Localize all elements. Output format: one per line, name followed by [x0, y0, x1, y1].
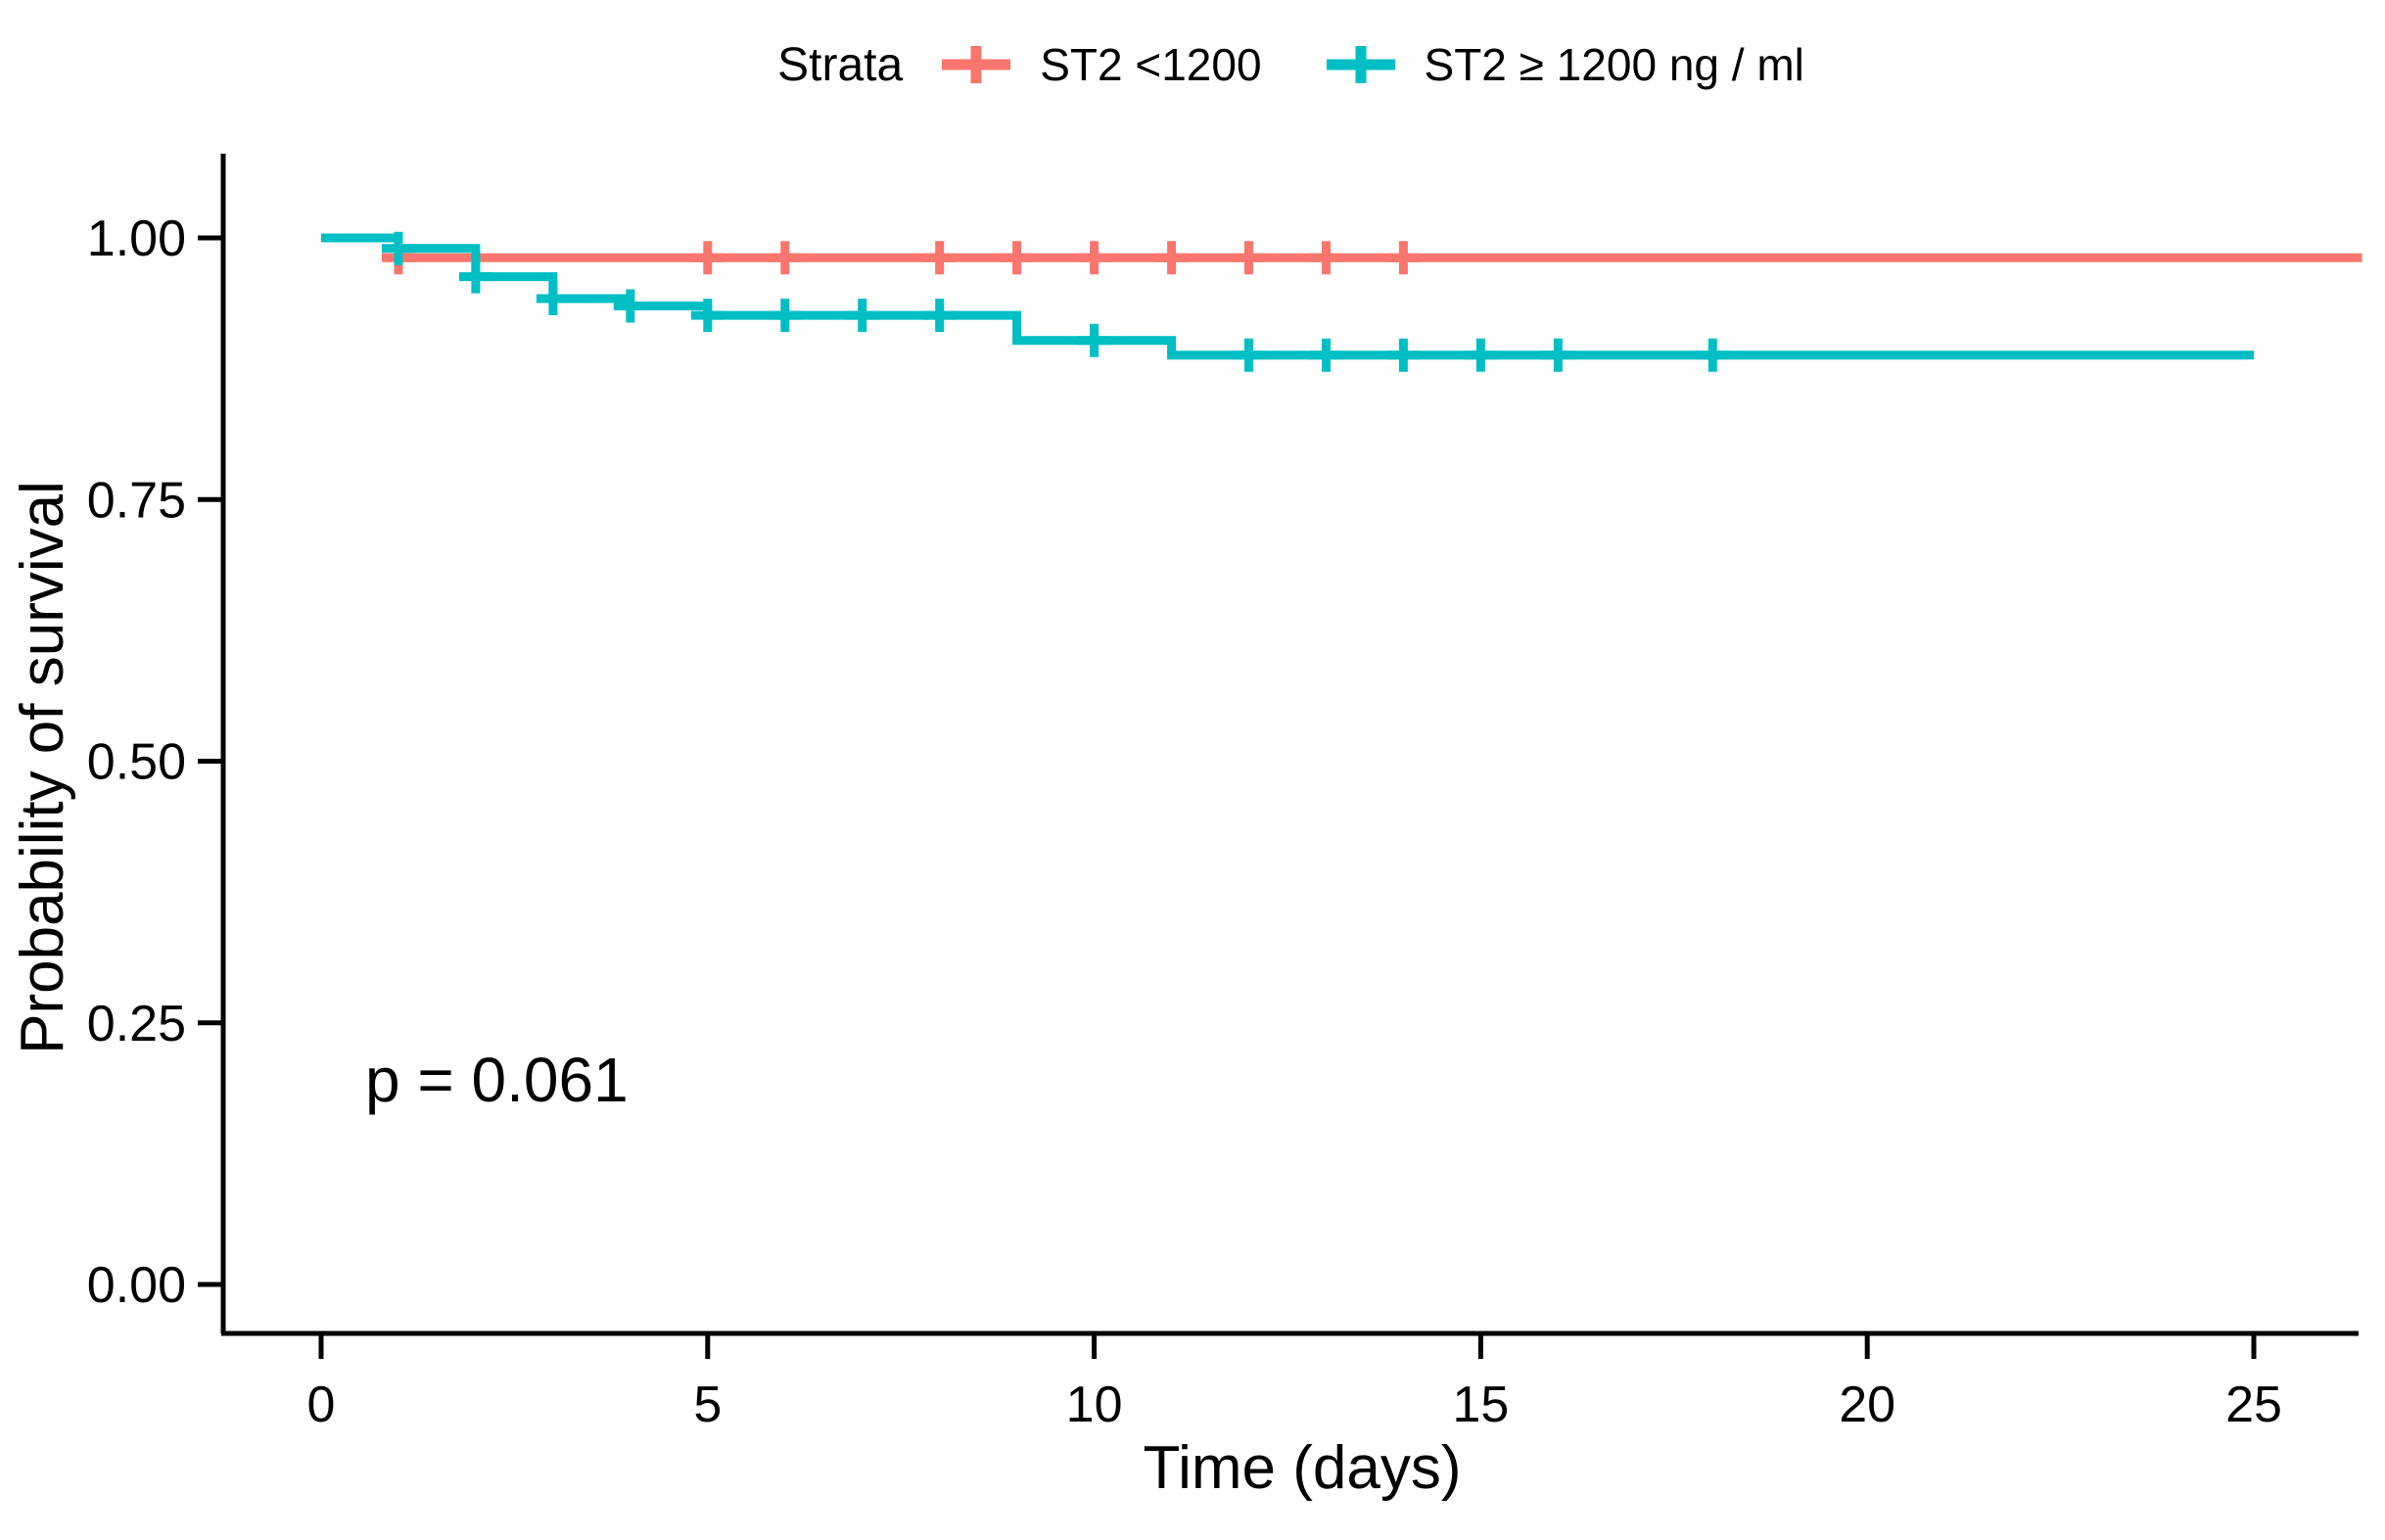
censor-mark-1: [1541, 338, 1575, 372]
y-axis-title: Probability of survival: [9, 481, 76, 1054]
x-tick-label: 15: [1452, 1377, 1509, 1433]
censor-mark-0: [1077, 241, 1111, 275]
legend-label: ST2 ≥ 1200 ng / ml: [1424, 39, 1804, 90]
censor-mark-1: [536, 282, 570, 315]
censor-mark-1: [845, 299, 879, 333]
y-tick-label: 1.00: [87, 210, 186, 267]
x-tick-label: 10: [1066, 1377, 1123, 1433]
censor-mark-0: [1232, 241, 1266, 275]
legend-label: ST2 <1200: [1040, 39, 1262, 90]
censor-mark-1: [1386, 338, 1421, 372]
censor-mark-1: [768, 299, 802, 333]
x-axis-title: Time (days): [1144, 1434, 1462, 1502]
censor-mark-1: [1309, 338, 1343, 372]
censor-mark-0: [768, 241, 802, 275]
censor-mark-1: [690, 299, 725, 333]
x-tick-label: 25: [2225, 1377, 2282, 1433]
y-tick-label: 0.25: [87, 996, 186, 1052]
y-tick-label: 0.75: [87, 472, 186, 529]
x-tick-label: 5: [693, 1377, 722, 1433]
censor-mark-1: [1696, 338, 1730, 372]
censor-mark-1: [1232, 338, 1266, 372]
p-value-annotation: p = 0.061: [365, 1045, 629, 1115]
censor-mark-0: [690, 241, 725, 275]
legend-item-st2-high: ST2 ≥ 1200 ng / ml: [1325, 38, 1804, 91]
censor-mark-0: [922, 241, 957, 275]
x-tick-label: 20: [1839, 1377, 1895, 1433]
censor-mark-1: [613, 289, 647, 323]
censor-mark-1: [922, 299, 957, 333]
censor-mark-0: [1309, 241, 1343, 275]
censor-plus-key-icon: [942, 46, 1011, 83]
legend: Strata ST2 <1200 ST2 ≥ 1200 ng / ml: [223, 18, 2359, 112]
plot-dynamic-layer: 0 5 10 15 20 25 0.00 0.25 0.50 0.75 1.00: [87, 154, 2362, 1433]
legend-item-st2-low: ST2 <1200: [940, 38, 1262, 91]
censor-mark-0: [1000, 241, 1034, 275]
y-tick-label: 0.00: [87, 1257, 186, 1314]
censor-mark-1: [1464, 338, 1498, 372]
censor-mark-1: [1077, 323, 1111, 357]
censor-plus-key-icon: [1326, 46, 1395, 83]
legend-title: Strata: [777, 38, 904, 91]
censor-mark-0: [1386, 241, 1421, 275]
censor-mark-1: [458, 259, 492, 294]
censor-mark-0: [1154, 241, 1189, 275]
censor-mark-1: [382, 231, 415, 265]
y-tick-label: 0.50: [87, 734, 186, 791]
x-tick-label: 0: [307, 1377, 336, 1433]
